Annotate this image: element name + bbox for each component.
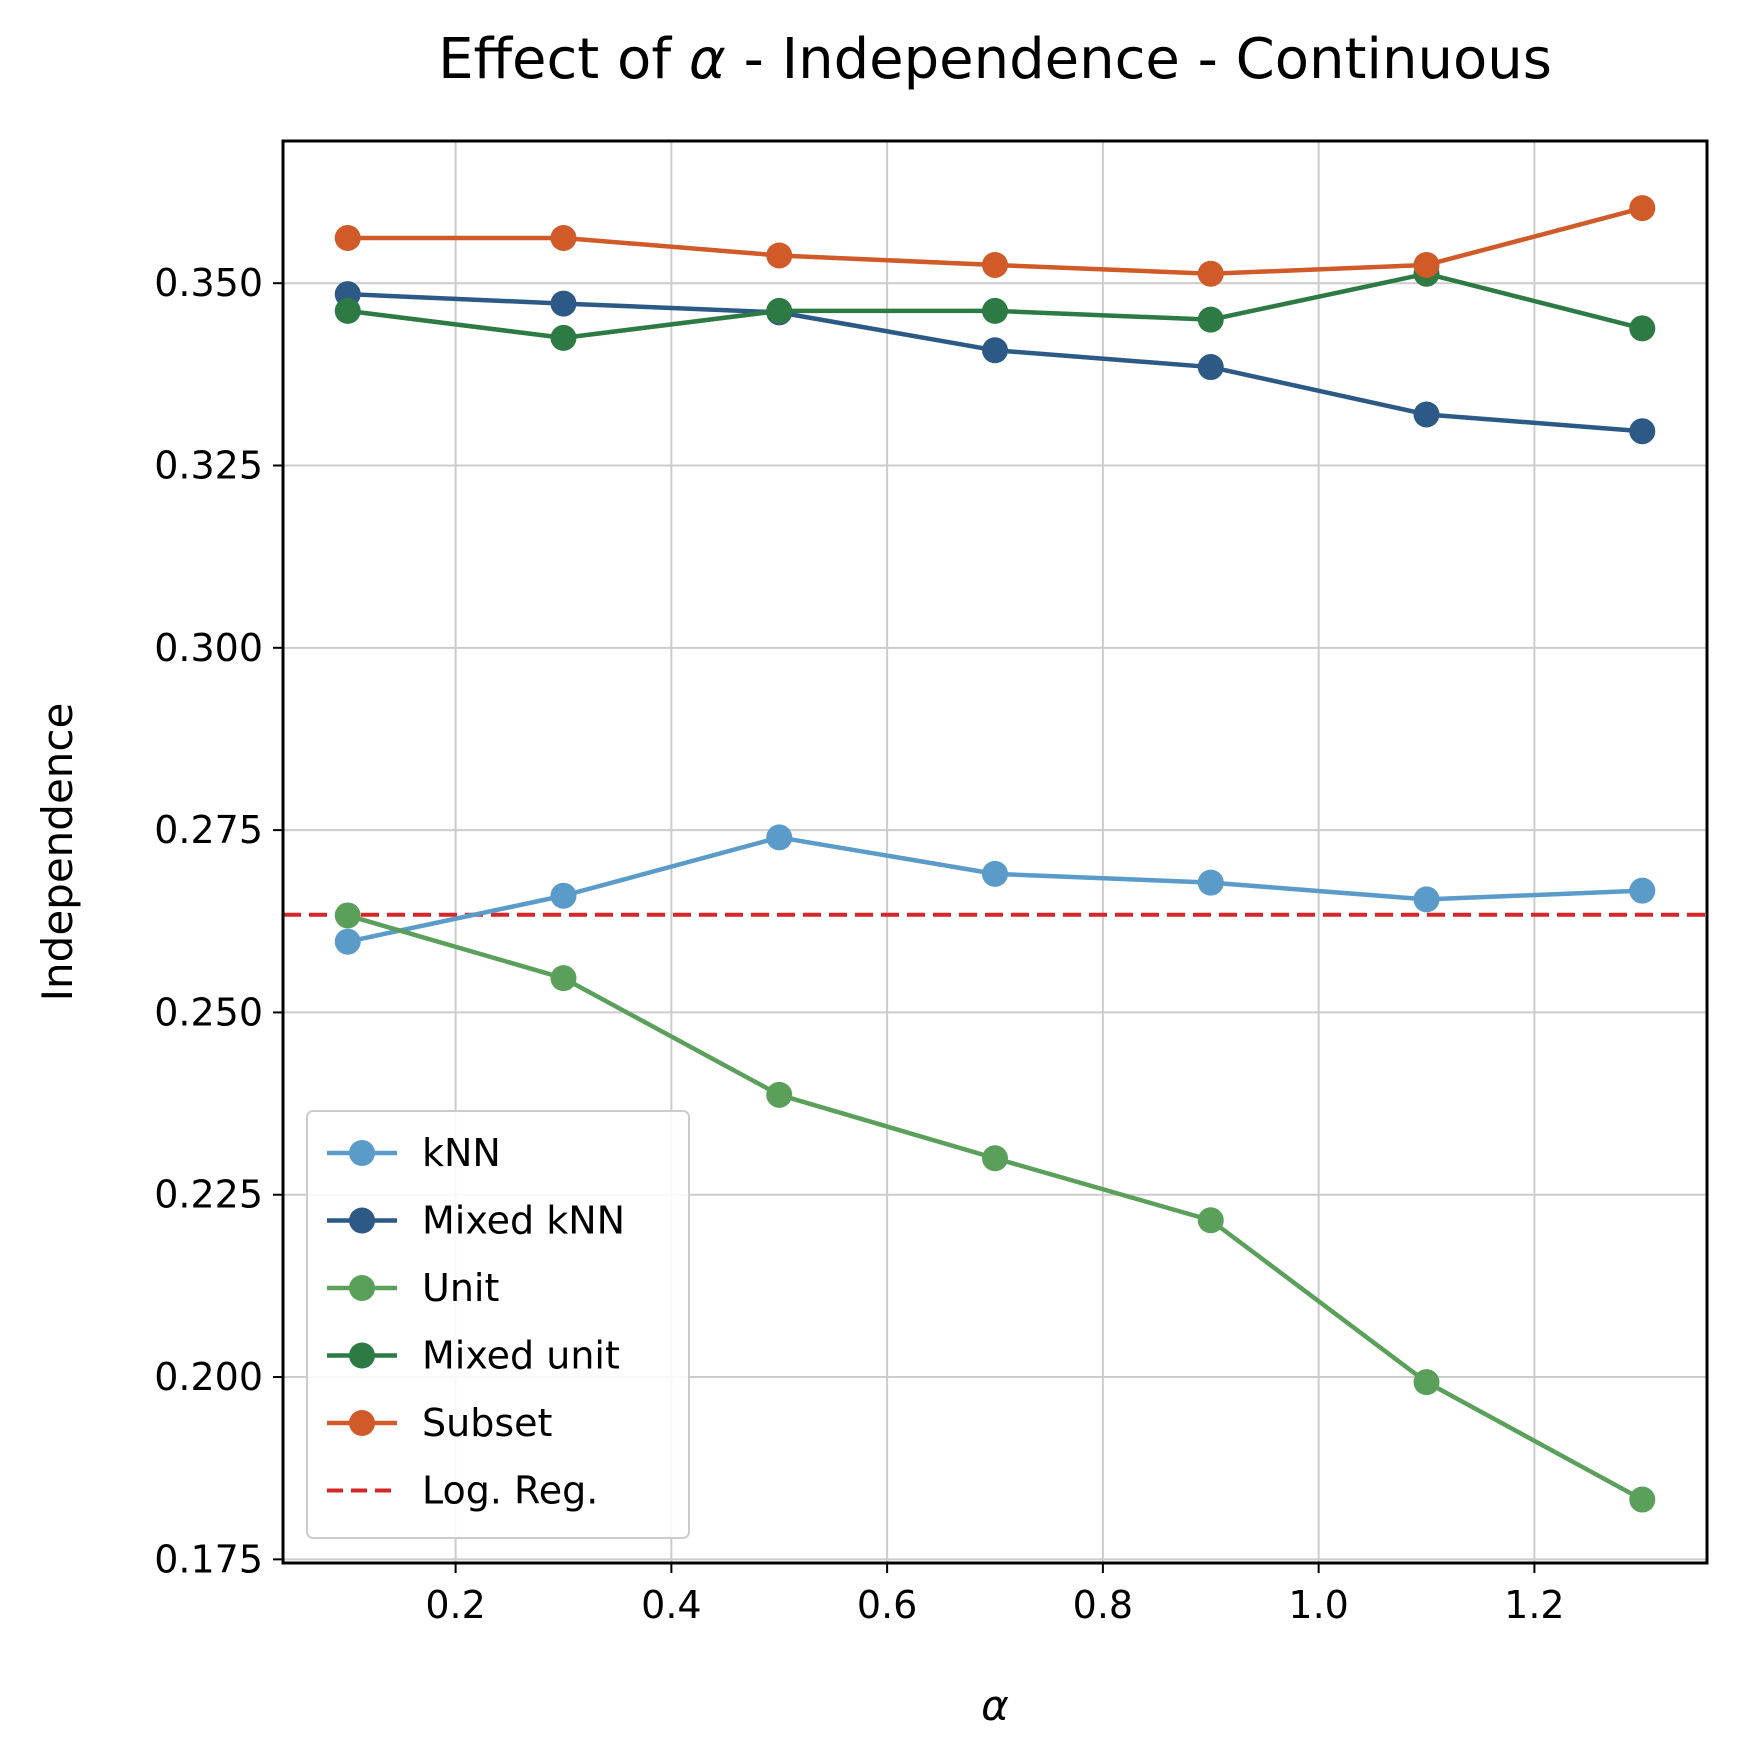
legend-item-knn: kNN: [327, 1131, 501, 1175]
chart-title: Effect of α - Independence - Continuous: [438, 27, 1552, 92]
legend-label: Unit: [422, 1266, 499, 1310]
point-knn: [1629, 877, 1656, 904]
y-tick-label: 0.175: [154, 1537, 263, 1581]
series-layer: [334, 195, 1656, 1513]
series-unit: [334, 902, 1656, 1513]
x-tick-label: 0.6: [857, 1583, 917, 1627]
legend-box: [306, 1110, 690, 1539]
legend-label: kNN: [422, 1131, 501, 1175]
legend-marker: [349, 1342, 375, 1369]
legend-label: Mixed kNN: [422, 1199, 625, 1243]
legend-marker: [349, 1140, 375, 1166]
legend-item-mixed-knn: Mixed kNN: [327, 1199, 625, 1243]
point-unit: [334, 902, 361, 929]
x-axis-ticks: 0.2 0.4 0.6 0.8 1.0 1.2: [425, 1563, 1565, 1627]
title-symbol: α: [689, 27, 726, 92]
point-subset: [982, 251, 1008, 278]
x-tick-label: 1.2: [1504, 1583, 1564, 1627]
point-subset: [1197, 260, 1224, 287]
point-mixed-unit: [550, 324, 577, 351]
legend-item-mixed-unit: Mixed unit: [327, 1334, 620, 1378]
legend-marker: [349, 1275, 375, 1301]
legend-item-unit: Unit: [327, 1266, 499, 1310]
x-axis-label: α: [981, 1681, 1009, 1730]
x-tick-label: 0.8: [1073, 1583, 1133, 1627]
y-tick-label: 0.350: [154, 261, 263, 305]
point-knn: [1197, 869, 1224, 896]
y-tick-label: 0.250: [154, 990, 263, 1034]
legend-label: Mixed unit: [422, 1334, 620, 1378]
point-subset: [334, 224, 361, 251]
point-knn: [766, 824, 793, 851]
point-mixed-unit: [334, 297, 361, 324]
point-mixed-knn: [550, 290, 577, 317]
y-axis-label: Independence: [33, 703, 82, 1002]
y-tick-label: 0.300: [154, 626, 263, 670]
point-mixed-unit: [1197, 306, 1224, 333]
series-knn: [334, 824, 1656, 955]
y-tick-label: 0.225: [154, 1173, 263, 1217]
point-mixed-unit: [982, 297, 1008, 324]
y-axis-ticks: 0.175 0.200 0.225 0.250 0.275 0.300 0.325 0.350: [154, 261, 283, 1581]
point-knn: [550, 882, 577, 909]
point-knn: [334, 928, 361, 955]
point-mixed-knn: [1629, 418, 1656, 445]
y-tick-label: 0.325: [154, 444, 263, 488]
point-mixed-unit: [1629, 315, 1656, 342]
x-tick-label: 1.0: [1288, 1583, 1348, 1627]
point-subset: [766, 242, 793, 269]
point-subset: [1629, 195, 1656, 222]
point-subset: [1413, 251, 1440, 278]
legend-marker: [349, 1207, 375, 1234]
point-knn: [1413, 886, 1440, 913]
title-prefix: Effect of: [438, 27, 689, 92]
point-mixed-unit: [766, 297, 793, 324]
title-suffix: - Independence - Continuous: [726, 27, 1552, 92]
legend-item-log-reg-: Log. Reg.: [327, 1469, 598, 1513]
point-knn: [982, 860, 1008, 887]
point-subset: [550, 224, 577, 251]
legend-item-subset: Subset: [327, 1401, 552, 1445]
legend: kNN Mixed kNN Unit Mixed unit Subset Log. Reg…: [306, 1110, 690, 1539]
y-tick-label: 0.200: [154, 1355, 263, 1399]
point-unit: [1197, 1207, 1224, 1234]
point-unit: [982, 1145, 1008, 1172]
point-mixed-knn: [1413, 401, 1440, 428]
point-unit: [550, 965, 577, 992]
point-unit: [766, 1081, 793, 1108]
legend-label: Log. Reg.: [422, 1469, 598, 1513]
x-tick-label: 0.2: [425, 1583, 485, 1627]
point-mixed-knn: [982, 337, 1008, 364]
series-subset: [334, 195, 1656, 287]
legend-marker: [349, 1410, 375, 1436]
plot-frame: [281, 139, 1709, 1565]
legend-label: Subset: [422, 1401, 552, 1445]
point-unit: [1629, 1486, 1656, 1513]
x-tick-label: 0.4: [641, 1583, 701, 1627]
y-tick-label: 0.275: [154, 808, 263, 852]
point-unit: [1413, 1369, 1440, 1396]
point-mixed-knn: [1197, 354, 1224, 381]
